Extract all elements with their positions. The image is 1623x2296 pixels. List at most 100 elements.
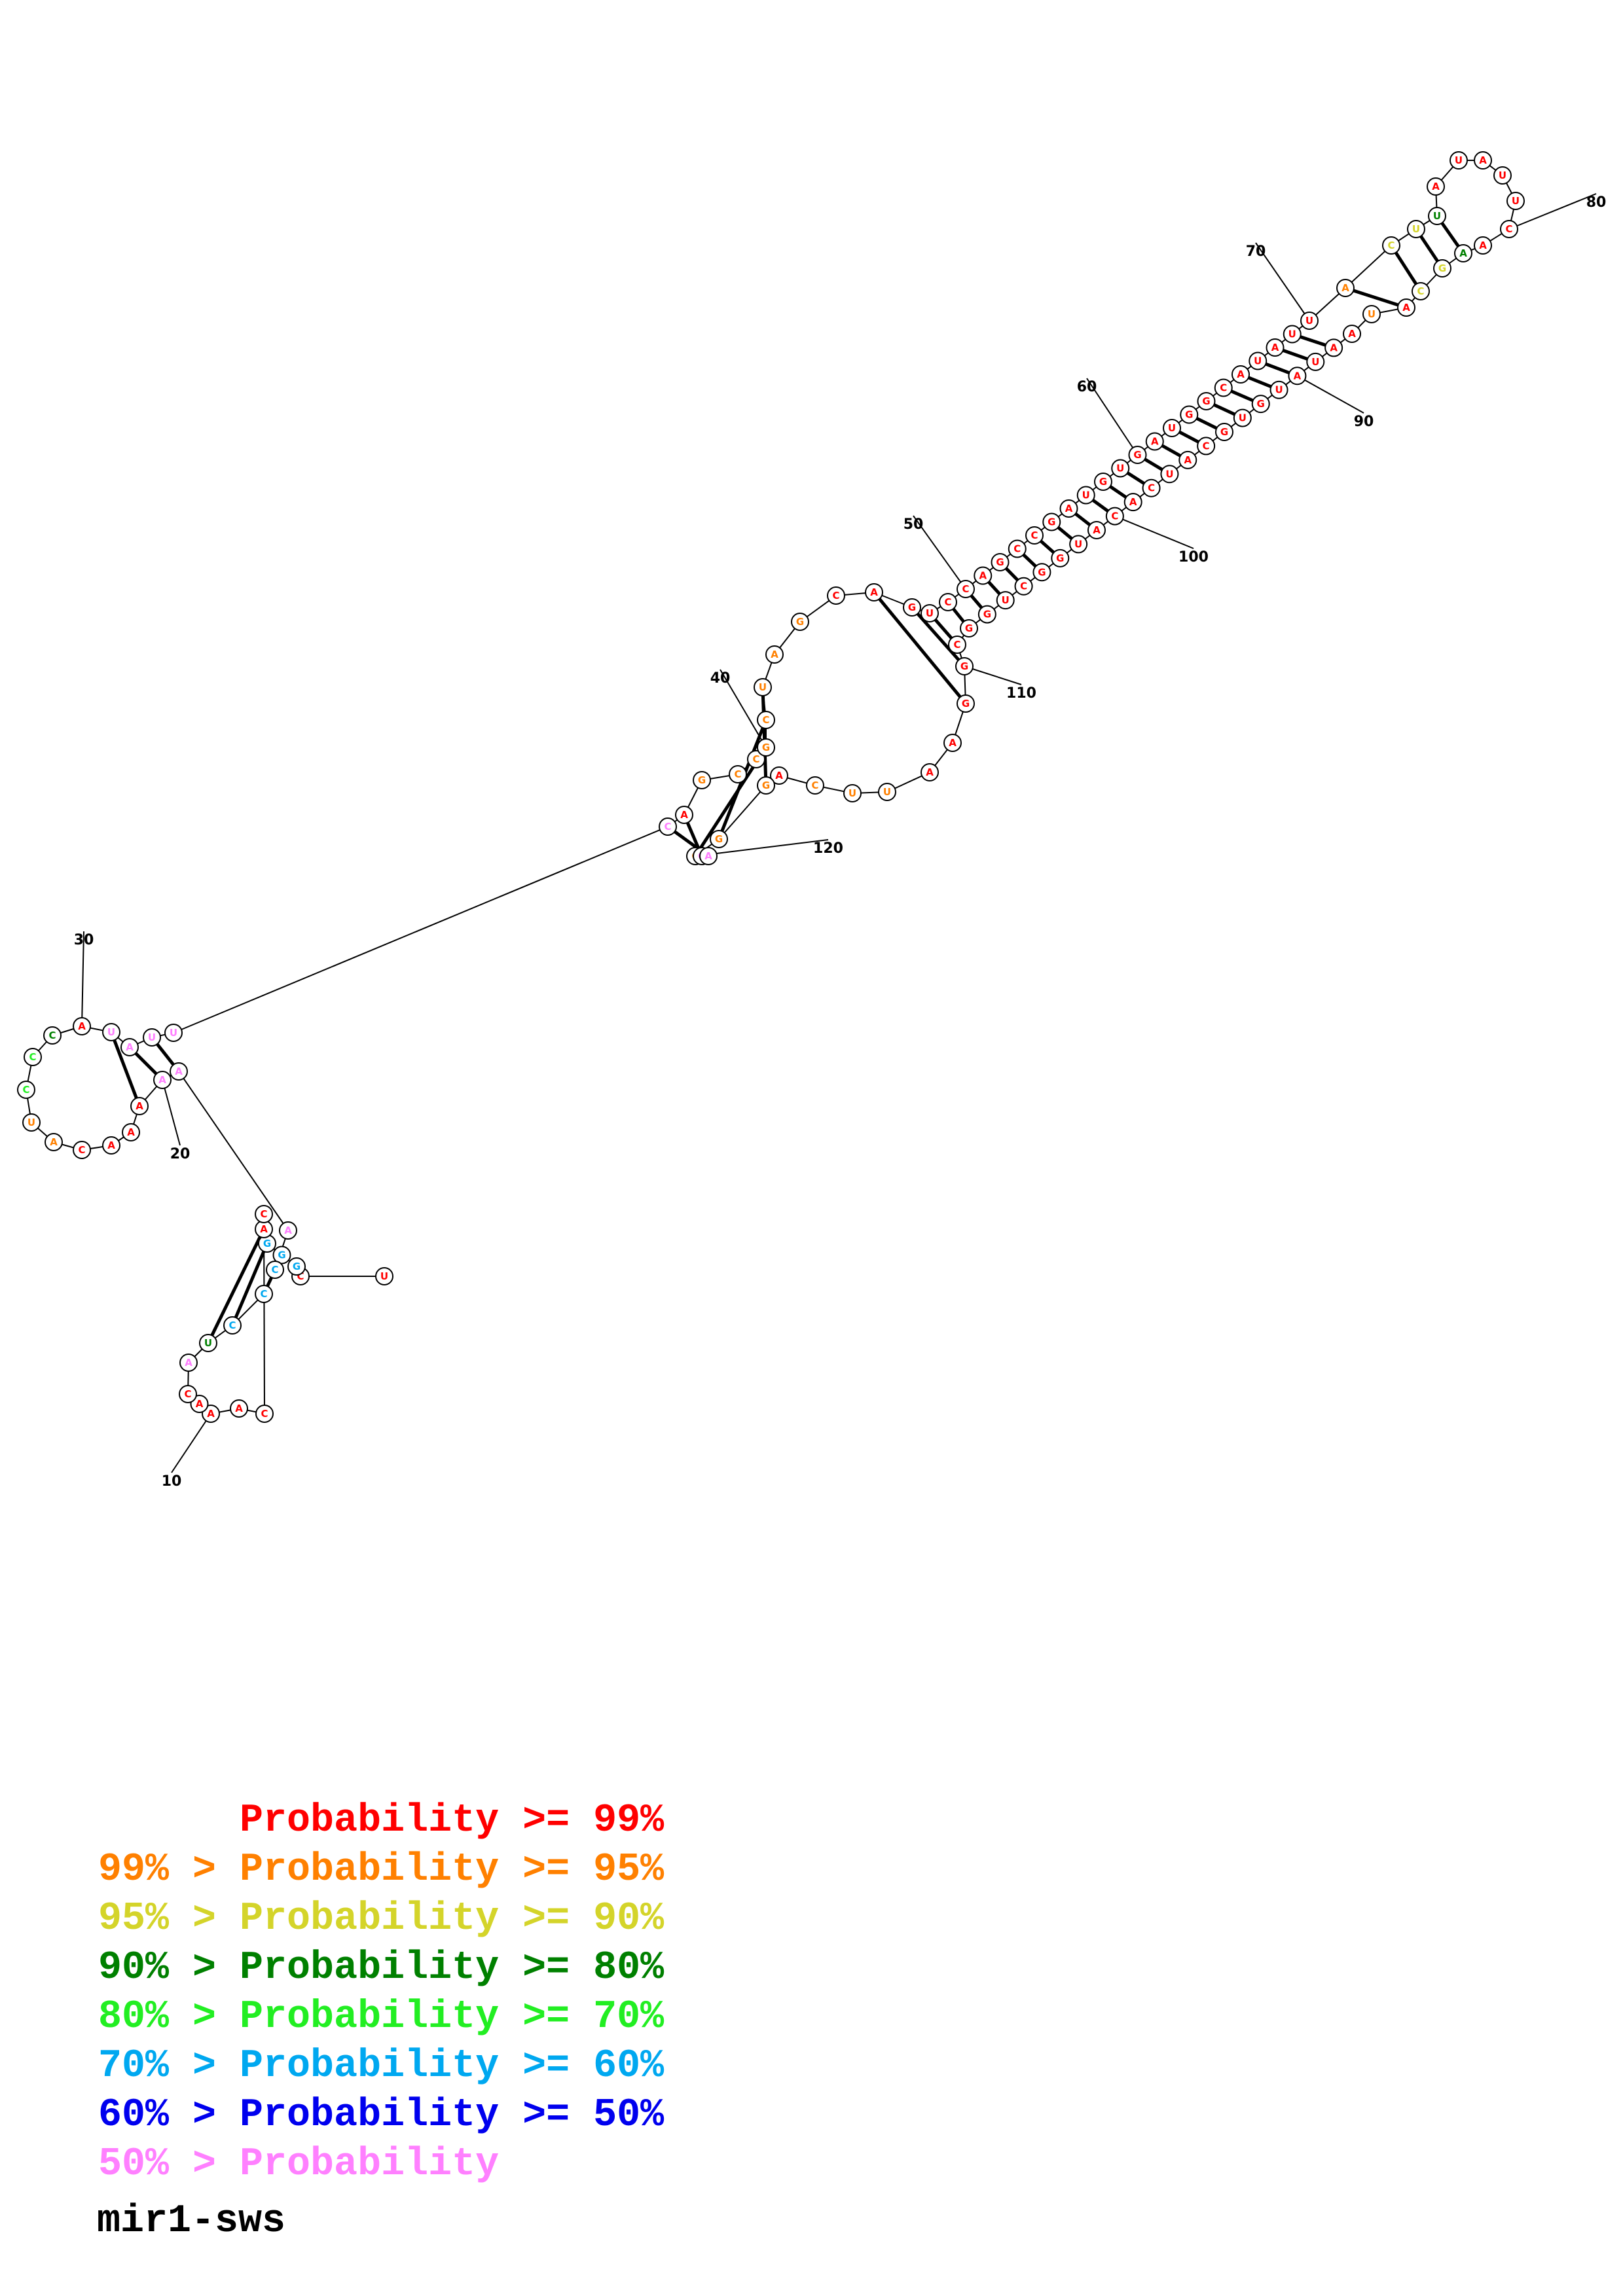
nucleotide-circle bbox=[1343, 325, 1361, 343]
nucleotide-letter: G bbox=[1257, 398, 1265, 410]
nucleotide-circle bbox=[1428, 207, 1446, 225]
nucleotide-letter: C bbox=[1020, 581, 1027, 592]
nucleotide-letter: G bbox=[983, 609, 991, 620]
nucleotide-circle bbox=[757, 776, 775, 795]
nucleotide-circle bbox=[729, 765, 747, 783]
nucleotide: G bbox=[1051, 548, 1070, 567]
nucleotide-letter: C bbox=[752, 753, 759, 765]
nucleotide-circle bbox=[143, 1028, 161, 1047]
nucleotide-letter: A bbox=[1459, 247, 1467, 259]
nucleotide-circle bbox=[1197, 392, 1216, 410]
nucleotide-letter: C bbox=[1220, 382, 1227, 394]
nucleotide-circle bbox=[1269, 380, 1288, 399]
nucleotide-letter: A bbox=[870, 586, 878, 598]
nucleotide-letter: A bbox=[1184, 454, 1192, 466]
nucleotide-letter: U bbox=[1275, 384, 1283, 396]
nucleotide: A bbox=[122, 1123, 140, 1141]
nucleotide: A bbox=[974, 566, 993, 585]
base-pair-line bbox=[1345, 286, 1407, 310]
nucleotide: G bbox=[1251, 395, 1270, 414]
index-label: 110 bbox=[1006, 685, 1036, 702]
nucleotide: G bbox=[791, 613, 809, 631]
nucleotide: C bbox=[1025, 526, 1044, 545]
nucleotide-circle bbox=[17, 1081, 35, 1099]
nucleotide: C bbox=[957, 580, 975, 598]
nucleotide: C bbox=[17, 1081, 35, 1099]
nucleotide-letter: A bbox=[207, 1408, 215, 1420]
nucleotide-letter: U bbox=[1368, 308, 1376, 320]
legend-row: 90% > Probability >= 80% bbox=[98, 1946, 665, 1990]
nucleotide-circle bbox=[827, 586, 845, 605]
nucleotide: U bbox=[1076, 486, 1095, 505]
nucleotide-letter: A bbox=[1093, 524, 1101, 536]
nucleotide-letter: G bbox=[996, 556, 1004, 568]
nucleotide-letter: A bbox=[1402, 302, 1410, 314]
nucleotide-circle bbox=[1069, 535, 1088, 554]
nucleotide: G bbox=[757, 776, 775, 795]
nucleotide: U bbox=[996, 591, 1015, 610]
nucleotide: A bbox=[102, 1136, 120, 1155]
nucleotide-letter: G bbox=[796, 616, 804, 628]
nucleotide: G bbox=[258, 1234, 276, 1253]
nucleotide-circle bbox=[865, 583, 883, 601]
nucleotide-circle bbox=[1042, 512, 1061, 531]
nucleotide-letter: C bbox=[762, 714, 769, 726]
nucleotide-letter: A bbox=[775, 770, 783, 781]
nucleotide: C bbox=[223, 1316, 242, 1335]
nucleotide-circle bbox=[255, 1205, 273, 1223]
nucleotide-letter: G bbox=[962, 698, 970, 709]
nucleotide-letter: A bbox=[771, 649, 778, 660]
nucleotide-circle bbox=[1014, 577, 1033, 596]
nucleotide-circle bbox=[991, 553, 1010, 571]
nucleotide-circle bbox=[675, 806, 693, 824]
index-label: 120 bbox=[813, 840, 843, 857]
nucleotide-circle bbox=[1123, 493, 1142, 512]
legend-row: 95% > Probability >= 90% bbox=[98, 1897, 665, 1941]
nucleotide-letter: A bbox=[1151, 436, 1159, 448]
nucleotide-circle bbox=[843, 784, 862, 802]
nucleotide: C bbox=[729, 765, 747, 783]
nucleotide-letter: A bbox=[50, 1136, 58, 1148]
nucleotide-letter: G bbox=[908, 601, 916, 613]
nucleotide-letter: A bbox=[1129, 496, 1137, 508]
nucleotide-letter: A bbox=[1479, 240, 1487, 251]
nucleotide: C bbox=[1142, 478, 1161, 497]
nucleotide: G bbox=[693, 771, 711, 789]
nucleotide: G bbox=[757, 738, 775, 757]
nucleotide-letter: G bbox=[1099, 476, 1107, 488]
nucleotide-circle bbox=[1025, 526, 1044, 545]
nucleotide-letter: U bbox=[1254, 355, 1262, 367]
index-tick bbox=[1508, 193, 1597, 230]
nucleotide: U bbox=[843, 784, 862, 802]
nucleotide-letter: A bbox=[127, 1126, 135, 1138]
nucleotide-circle bbox=[754, 678, 772, 696]
index-tick bbox=[162, 1079, 181, 1146]
nucleotide: C bbox=[1014, 577, 1033, 596]
nucleotide: A bbox=[45, 1133, 63, 1151]
nucleotide-circle bbox=[1474, 151, 1492, 170]
nucleotide-letter: C bbox=[953, 639, 960, 651]
base-pair-line bbox=[761, 687, 768, 786]
nucleotide-circle bbox=[757, 738, 775, 757]
nucleotide-circle bbox=[1306, 352, 1325, 371]
base-pair-line bbox=[873, 591, 967, 705]
nucleotide: C bbox=[948, 636, 966, 654]
nucleotide-letter: C bbox=[29, 1051, 36, 1063]
nucleotide-circle bbox=[1233, 408, 1252, 427]
nucleotide-letter: C bbox=[184, 1388, 191, 1400]
nucleotide-letter: U bbox=[1288, 329, 1296, 340]
nucleotide-letter: C bbox=[271, 1264, 278, 1276]
nucleotide-circle bbox=[955, 657, 974, 675]
nucleotide: A bbox=[921, 763, 939, 781]
index-tick bbox=[81, 931, 84, 1027]
base-pair-line bbox=[911, 606, 966, 668]
nucleotide-circle bbox=[170, 1062, 188, 1081]
index-label: 10 bbox=[162, 1473, 182, 1490]
index-tick bbox=[171, 1413, 211, 1473]
nucleotide-circle bbox=[747, 750, 765, 768]
nucleotide-letter: C bbox=[1387, 240, 1395, 251]
nucleotide-circle bbox=[22, 1113, 41, 1132]
nucleotide: U bbox=[1283, 325, 1302, 344]
nucleotide-letter: C bbox=[664, 821, 671, 833]
nucleotide-circle bbox=[255, 1285, 273, 1303]
